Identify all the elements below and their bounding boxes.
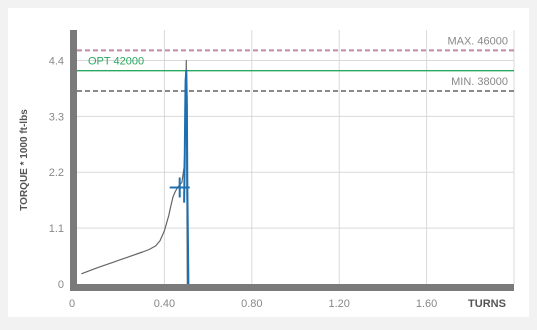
grid-layer (77, 30, 515, 284)
axis-layer (70, 30, 514, 291)
y-tick-label: 4.4 (49, 55, 64, 67)
y-tick-label: 3.3 (49, 111, 64, 123)
y-axis-bar (70, 30, 77, 284)
x-tick-label: 0 (69, 298, 75, 310)
threshold-label-opt: OPT 42000 (88, 56, 144, 68)
tick-label-layer: 0 0.40 0.80 1.20 1.60 0 1.1 2.2 3.3 4.4 (49, 55, 438, 310)
y-tick-label: 1.1 (49, 223, 64, 235)
threshold-label-max: MAX. 46000 (447, 35, 508, 47)
series-line-1 (81, 59, 188, 285)
x-tick-label: 0.40 (154, 298, 175, 310)
y-tick-label: 0 (58, 279, 64, 291)
threshold-label-min: MIN. 38000 (451, 76, 508, 88)
x-tick-label: 1.20 (328, 298, 349, 310)
y-axis-label: TORQUE * 1000 ft-lbs (19, 109, 30, 211)
x-axis-bar (70, 284, 514, 291)
marker-layer (169, 177, 190, 198)
series-line-2 (183, 69, 190, 285)
x-axis-label: TURNS (468, 298, 506, 310)
cross-marker (169, 177, 190, 198)
chart-card (8, 8, 529, 317)
threshold-layer: MAX. 46000 OPT 42000 MIN. 38000 (77, 35, 514, 92)
series-layer (81, 59, 190, 285)
x-tick-label: 1.60 (416, 298, 437, 310)
x-tick-label: 0.80 (241, 298, 262, 310)
y-tick-label: 2.2 (49, 167, 64, 179)
